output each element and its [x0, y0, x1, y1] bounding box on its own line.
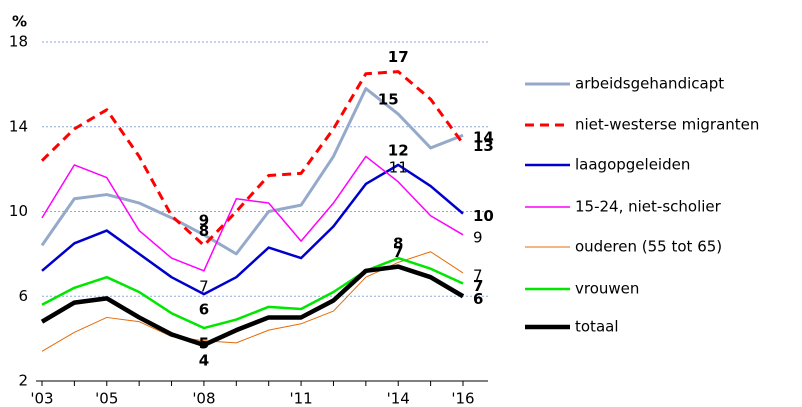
x-tick-label: '05: [95, 390, 118, 407]
series-line: [40, 87, 464, 256]
legend-label: vrouwen: [575, 280, 639, 298]
y-tick-label: 14: [9, 117, 28, 135]
data-label: 8: [199, 222, 209, 240]
x-tick-label: '08: [192, 390, 215, 407]
data-label: 7: [393, 243, 403, 261]
data-label: 7: [473, 277, 483, 295]
data-label: 7: [199, 277, 209, 295]
data-label: 5: [199, 335, 209, 353]
legend-label: laagopgeleiden: [575, 156, 690, 174]
legend-label: 15-24, niet-scholier: [575, 198, 722, 216]
legend-label: ouderen (55 tot 65): [575, 238, 722, 256]
series-line: [41, 256, 464, 330]
data-label: 12: [388, 141, 409, 159]
y-tick-label: 6: [18, 287, 28, 305]
y-tick-label: 10: [9, 202, 28, 220]
series-line: [40, 70, 465, 247]
data-label: 9: [473, 228, 483, 246]
series-line: [41, 155, 464, 272]
data-label: 4: [199, 351, 209, 369]
legend-label: arbeidsgehandicapt: [575, 75, 724, 93]
series-line: [41, 251, 464, 352]
data-label: 6: [473, 290, 483, 308]
data-label: 14: [473, 129, 494, 147]
data-label: 9: [199, 211, 209, 229]
x-tick-label: '14: [387, 390, 410, 407]
legend-label: niet-westerse migranten: [575, 116, 759, 134]
data-label: 13: [473, 137, 494, 155]
series-line: [40, 264, 465, 348]
x-tick-label: '03: [30, 390, 53, 407]
x-tick-label: '16: [451, 390, 474, 407]
data-label: 17: [388, 48, 409, 66]
legend-label: totaal: [575, 318, 619, 336]
y-tick-label: 18: [9, 33, 28, 51]
series-line: [41, 163, 464, 296]
data-label: 15: [378, 91, 399, 109]
data-label: 8: [393, 235, 403, 253]
data-label: 6: [199, 301, 209, 319]
data-label: 7: [473, 266, 483, 284]
data-label: 11: [389, 158, 408, 176]
y-tick-label: 2: [18, 372, 28, 390]
data-label: 10: [473, 207, 494, 225]
y-unit: %: [12, 13, 27, 31]
x-tick-label: '11: [289, 390, 312, 407]
